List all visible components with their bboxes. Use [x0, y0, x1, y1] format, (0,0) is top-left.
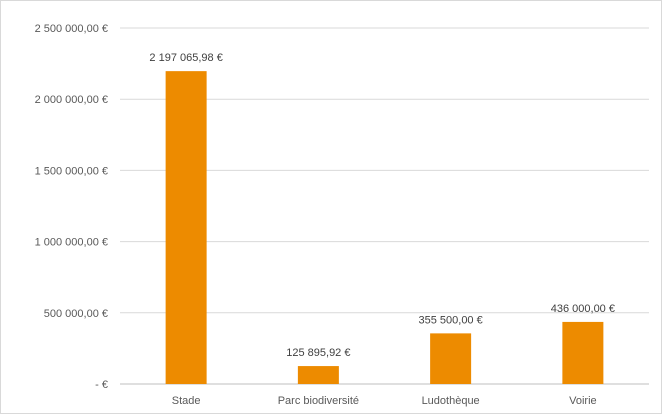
bar [430, 333, 472, 384]
y-tick-label: 500 000,00 € [44, 308, 108, 320]
x-tick-label: Parc biodiversité [278, 395, 359, 407]
x-tick-label: Stade [172, 395, 201, 407]
y-tick-label: 1 500 000,00 € [35, 165, 108, 177]
y-tick-label: 2 000 000,00 € [35, 94, 108, 106]
x-tick-label: Ludothèque [422, 395, 480, 407]
y-tick-label: - € [95, 379, 108, 391]
bar [297, 366, 339, 384]
data-label: 2 197 065,98 € [149, 52, 222, 64]
data-label: 125 895,92 € [286, 347, 350, 359]
x-tick-label: Voirie [569, 395, 597, 407]
data-label: 436 000,00 € [551, 303, 615, 315]
data-label: 355 500,00 € [419, 314, 483, 326]
bar [562, 321, 604, 384]
bar [165, 71, 207, 384]
y-tick-label: 2 500 000,00 € [35, 23, 108, 35]
y-tick-label: 1 000 000,00 € [35, 237, 108, 249]
